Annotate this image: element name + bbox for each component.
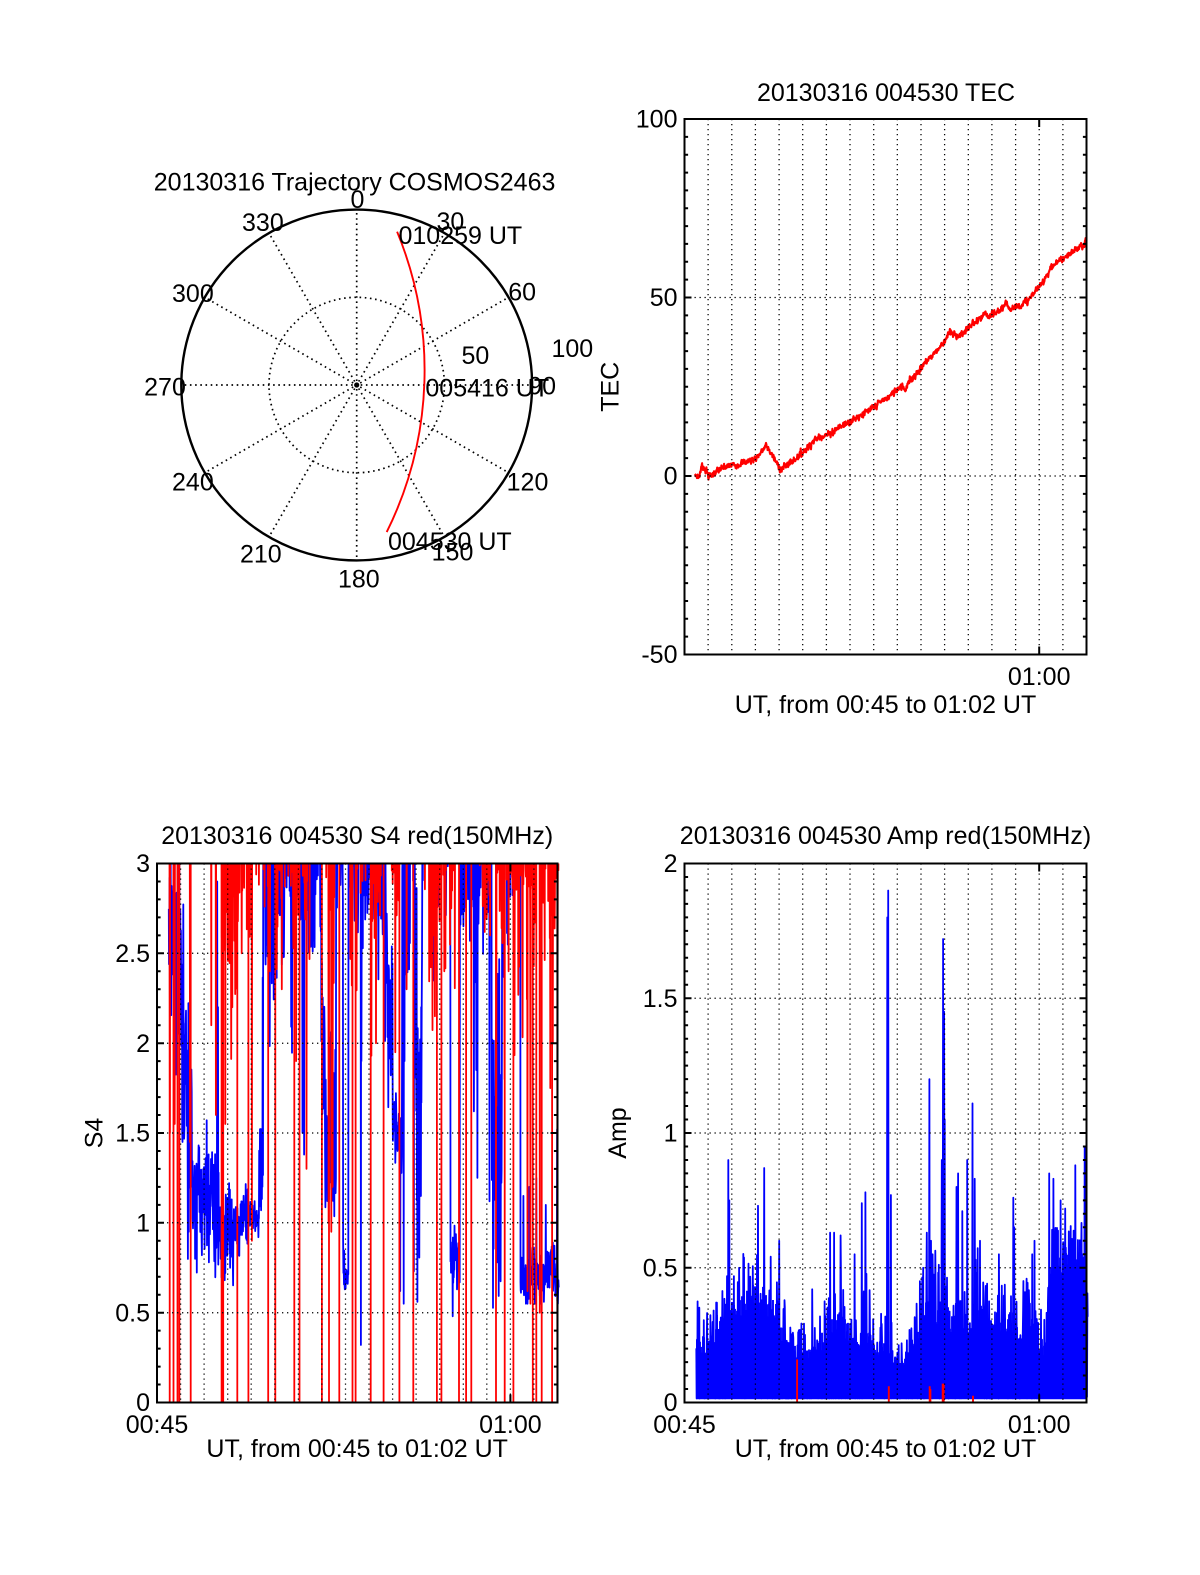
svg-text:0.5: 0.5 (643, 1254, 678, 1282)
svg-text:2: 2 (136, 1030, 150, 1058)
svg-text:60: 60 (508, 279, 536, 307)
svg-text:00:45: 00:45 (126, 1411, 189, 1439)
svg-text:2: 2 (664, 850, 678, 878)
svg-text:01:00: 01:00 (1008, 1411, 1071, 1439)
svg-text:01:00: 01:00 (479, 1411, 542, 1439)
svg-text:0: 0 (136, 1389, 150, 1417)
svg-text:240: 240 (172, 468, 214, 496)
svg-text:0: 0 (351, 186, 365, 214)
svg-text:00:45: 00:45 (653, 1411, 716, 1439)
svg-text:210: 210 (240, 540, 282, 568)
svg-text:0.5: 0.5 (115, 1299, 150, 1327)
svg-text:100: 100 (636, 106, 678, 134)
svg-text:Amp: Amp (604, 1107, 632, 1158)
svg-text:100: 100 (551, 335, 593, 363)
svg-text:20130316 004530 TEC: 20130316 004530 TEC (757, 79, 1015, 107)
svg-text:1.5: 1.5 (643, 985, 678, 1013)
svg-text:90: 90 (528, 372, 556, 400)
svg-text:50: 50 (650, 284, 678, 312)
svg-text:TEC: TEC (597, 362, 625, 412)
svg-text:2.5: 2.5 (115, 940, 150, 968)
svg-text:1: 1 (664, 1120, 678, 1148)
svg-text:UT, from 00:45 to 01:02 UT: UT, from 00:45 to 01:02 UT (206, 1435, 508, 1463)
svg-text:20130316 004530 Amp red(150MHz: 20130316 004530 Amp red(150MHz) (680, 822, 1091, 850)
svg-text:330: 330 (242, 209, 284, 237)
svg-text:UT, from 00:45 to 01:02 UT: UT, from 00:45 to 01:02 UT (735, 1435, 1037, 1463)
svg-text:004530 UT: 004530 UT (388, 528, 512, 556)
svg-text:0: 0 (664, 463, 678, 491)
svg-text:1: 1 (136, 1209, 150, 1237)
svg-text:20130316 004530 S4 red(150MHz): 20130316 004530 S4 red(150MHz) (161, 822, 553, 850)
svg-text:005416 UT: 005416 UT (425, 375, 549, 403)
svg-text:180: 180 (338, 565, 380, 593)
svg-text:01:00: 01:00 (1008, 663, 1071, 691)
svg-text:150: 150 (432, 538, 474, 566)
svg-text:120: 120 (507, 468, 549, 496)
svg-text:010259 UT: 010259 UT (399, 222, 523, 250)
svg-text:1.5: 1.5 (115, 1120, 150, 1148)
svg-text:30: 30 (436, 208, 464, 236)
svg-text:S4: S4 (81, 1118, 109, 1149)
svg-text:270: 270 (144, 374, 186, 402)
svg-text:50: 50 (461, 342, 489, 370)
svg-text:20130316 Trajectory COSMOS2463: 20130316 Trajectory COSMOS2463 (154, 169, 556, 197)
svg-text:-50: -50 (641, 641, 677, 669)
svg-text:300: 300 (172, 280, 214, 308)
svg-text:0: 0 (664, 1389, 678, 1417)
svg-text:UT, from 00:45 to 01:02 UT: UT, from 00:45 to 01:02 UT (735, 691, 1037, 719)
svg-text:3: 3 (136, 850, 150, 878)
